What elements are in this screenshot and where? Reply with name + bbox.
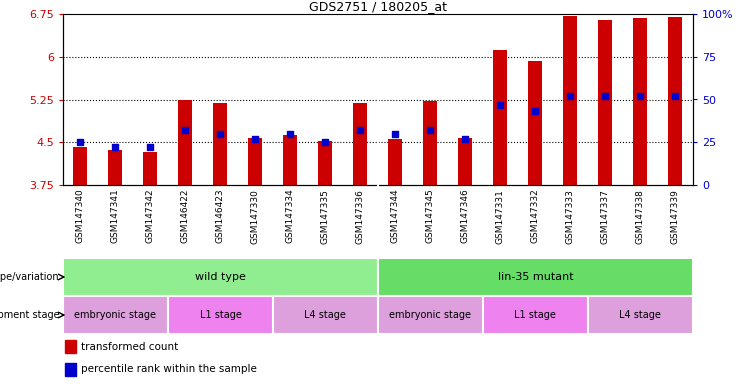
Bar: [494, 50, 508, 185]
Bar: [168, 296, 273, 334]
Bar: [598, 20, 612, 185]
Text: GSM147341: GSM147341: [111, 189, 120, 243]
Bar: [63, 258, 378, 296]
Text: GSM147332: GSM147332: [531, 189, 540, 243]
Text: GSM147338: GSM147338: [636, 189, 645, 243]
Text: percentile rank within the sample: percentile rank within the sample: [82, 364, 257, 374]
Text: embryonic stage: embryonic stage: [390, 310, 471, 320]
Text: GSM147336: GSM147336: [356, 189, 365, 243]
Text: L1 stage: L1 stage: [199, 310, 242, 320]
Bar: [319, 141, 333, 185]
Text: GSM147346: GSM147346: [461, 189, 470, 243]
Point: [565, 93, 576, 99]
Point: [250, 136, 262, 142]
Bar: [73, 147, 87, 185]
Text: GSM147342: GSM147342: [146, 189, 155, 243]
Point: [425, 127, 436, 133]
Bar: [388, 139, 402, 185]
Point: [459, 136, 471, 142]
Text: GSM147334: GSM147334: [286, 189, 295, 243]
Text: GSM147337: GSM147337: [601, 189, 610, 243]
Point: [215, 131, 227, 137]
Bar: [273, 296, 378, 334]
Text: GSM146422: GSM146422: [181, 189, 190, 243]
Text: GSM147333: GSM147333: [566, 189, 575, 243]
Bar: [64, 362, 76, 376]
Point: [529, 108, 541, 114]
Text: GSM147340: GSM147340: [76, 189, 85, 243]
Bar: [459, 138, 473, 185]
Point: [354, 127, 366, 133]
Bar: [213, 104, 227, 185]
Bar: [179, 99, 193, 185]
Bar: [283, 136, 297, 185]
Point: [179, 127, 191, 133]
Point: [390, 131, 402, 137]
Point: [494, 101, 506, 108]
Point: [599, 93, 611, 99]
Bar: [64, 341, 76, 353]
Bar: [353, 104, 368, 185]
Bar: [528, 61, 542, 185]
Point: [634, 93, 646, 99]
Text: L4 stage: L4 stage: [619, 310, 661, 320]
Text: L1 stage: L1 stage: [514, 310, 556, 320]
Bar: [378, 296, 483, 334]
Text: GSM147344: GSM147344: [391, 189, 400, 243]
Text: lin-35 mutant: lin-35 mutant: [497, 272, 574, 282]
Bar: [634, 18, 648, 185]
Bar: [483, 296, 588, 334]
Point: [144, 144, 156, 151]
Title: GDS2751 / 180205_at: GDS2751 / 180205_at: [309, 0, 447, 13]
Point: [285, 131, 296, 137]
Bar: [423, 101, 437, 185]
Text: GSM147339: GSM147339: [671, 189, 679, 243]
Text: L4 stage: L4 stage: [305, 310, 346, 320]
Bar: [63, 296, 168, 334]
Text: embryonic stage: embryonic stage: [75, 310, 156, 320]
Text: GSM146423: GSM146423: [216, 189, 225, 243]
Bar: [668, 17, 682, 185]
Text: genotype/variation: genotype/variation: [0, 272, 59, 282]
Bar: [248, 138, 262, 185]
Bar: [563, 16, 577, 185]
Point: [669, 93, 681, 99]
Point: [110, 144, 122, 151]
Point: [75, 139, 87, 145]
Text: GSM147330: GSM147330: [251, 189, 260, 243]
Text: GSM147335: GSM147335: [321, 189, 330, 243]
Text: wild type: wild type: [195, 272, 246, 282]
Bar: [588, 296, 693, 334]
Text: GSM147331: GSM147331: [496, 189, 505, 243]
Bar: [144, 152, 157, 185]
Text: development stage: development stage: [0, 310, 59, 320]
Text: transformed count: transformed count: [82, 342, 179, 352]
Point: [319, 139, 331, 145]
Bar: [378, 258, 693, 296]
Text: GSM147345: GSM147345: [426, 189, 435, 243]
Bar: [108, 150, 122, 185]
